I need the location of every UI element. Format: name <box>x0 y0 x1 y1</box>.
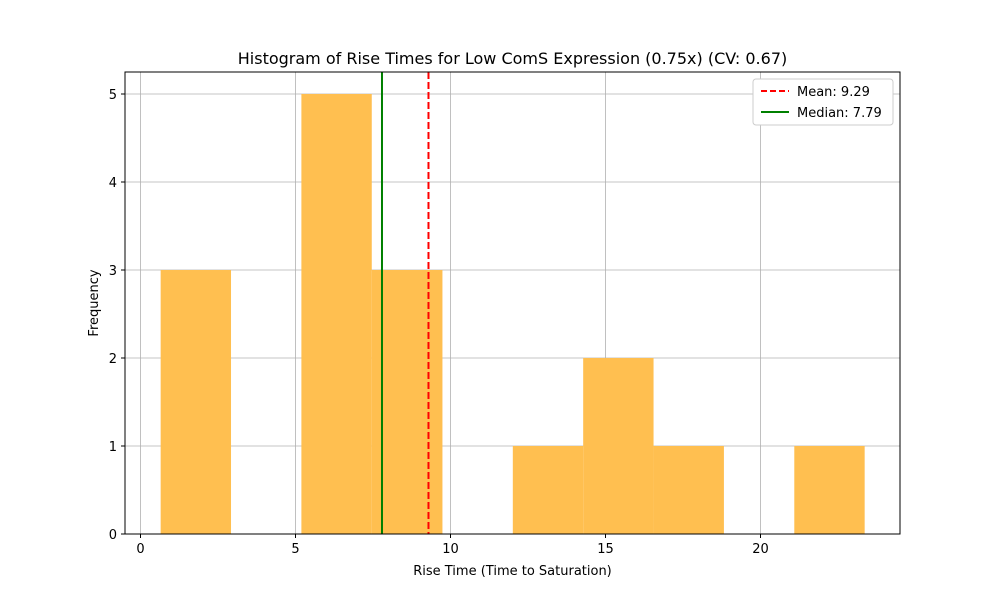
x-axis-ticks: 0 5 10 15 20 <box>136 534 769 557</box>
histogram-bar <box>583 358 654 534</box>
histogram-bar <box>794 446 865 534</box>
histogram-bars <box>160 94 865 534</box>
legend: Mean: 9.29 Median: 7.79 <box>752 78 894 126</box>
x-tick-label: 20 <box>752 542 769 557</box>
x-tick-label: 10 <box>442 542 459 557</box>
y-tick-label: 5 <box>109 88 117 103</box>
y-tick-label: 2 <box>109 352 117 367</box>
chart-title: Histogram of Rise Times for Low ComS Exp… <box>238 49 787 68</box>
histogram-bar <box>653 446 724 534</box>
x-axis-title: Rise Time (Time to Saturation) <box>413 564 612 579</box>
y-tick-label: 4 <box>109 176 117 191</box>
grid-lines <box>125 72 900 535</box>
x-tick-label: 15 <box>597 542 614 557</box>
x-tick-label: 5 <box>291 542 299 557</box>
y-tick-label: 1 <box>109 440 117 455</box>
histogram-bar <box>301 94 372 534</box>
x-tick-label: 0 <box>136 542 144 557</box>
histogram-bar <box>160 270 232 534</box>
reference-lines <box>380 72 430 534</box>
histogram-bar <box>512 446 584 534</box>
plot-frame <box>124 71 901 535</box>
histogram-bar <box>371 270 443 534</box>
y-axis-title: Frequency <box>87 269 102 336</box>
y-tick-label: 3 <box>109 264 117 279</box>
legend-mean-label: Mean: 9.29 <box>797 85 870 100</box>
y-axis-ticks: 0 1 2 3 4 5 <box>109 88 125 543</box>
legend-median-label: Median: 7.79 <box>797 106 882 121</box>
y-tick-label: 0 <box>109 528 117 543</box>
